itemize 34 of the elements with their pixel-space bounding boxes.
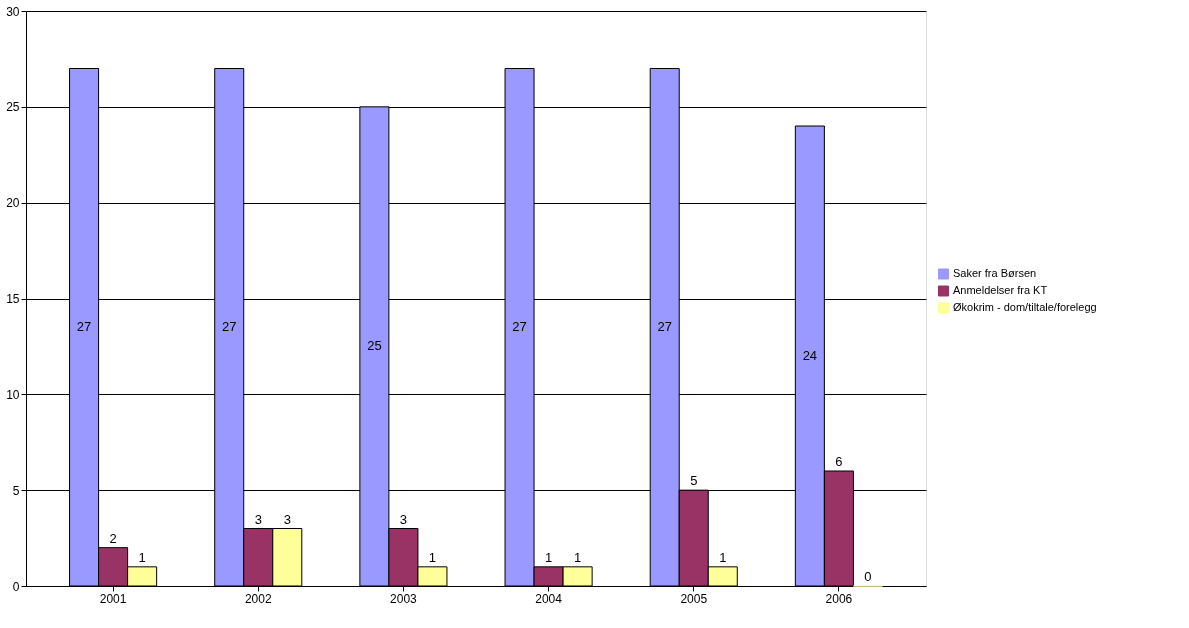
x-tick-label: 2003 (390, 591, 418, 606)
data-label: 1 (138, 549, 146, 565)
legend-label: Økokrim - dom/tiltale/forelegg (953, 301, 1097, 313)
y-tick-label: 15 (6, 292, 20, 306)
data-label: 3 (254, 511, 262, 527)
data-label: 2 (109, 530, 117, 546)
data-label: 1 (719, 549, 727, 565)
x-tick-label: 2005 (680, 591, 708, 606)
x-tick-label: 2004 (535, 591, 563, 606)
y-tick-label: 10 (6, 387, 20, 402)
data-label: 25 (367, 338, 382, 354)
y-tick-label: 30 (6, 4, 20, 19)
legend-label: Saker fra Børsen (953, 267, 1037, 279)
data-label: 6 (835, 454, 843, 469)
data-label: 5 (690, 473, 698, 489)
data-label: 3 (283, 511, 291, 527)
y-tick-label: 20 (6, 196, 20, 211)
y-tick-label: 5 (12, 483, 20, 498)
y-tick-label: 25 (6, 100, 20, 115)
data-label: 0 (864, 569, 872, 584)
data-label: 1 (544, 549, 553, 565)
data-label: 27 (221, 319, 237, 335)
data-label: 1 (428, 549, 437, 565)
x-tick-label: 2001 (99, 591, 127, 606)
x-tick-label: 2002 (244, 591, 272, 606)
data-label: 3 (399, 511, 408, 527)
x-tick-label: 2006 (825, 591, 853, 606)
data-label: 27 (512, 319, 527, 335)
data-label: 1 (574, 549, 582, 565)
data-label: 24 (802, 348, 818, 363)
y-tick-label: 0 (12, 579, 20, 594)
legend-label: Anmeldelser fra KT (953, 284, 1048, 296)
data-label: 27 (76, 319, 92, 335)
data-label: 27 (657, 319, 672, 335)
